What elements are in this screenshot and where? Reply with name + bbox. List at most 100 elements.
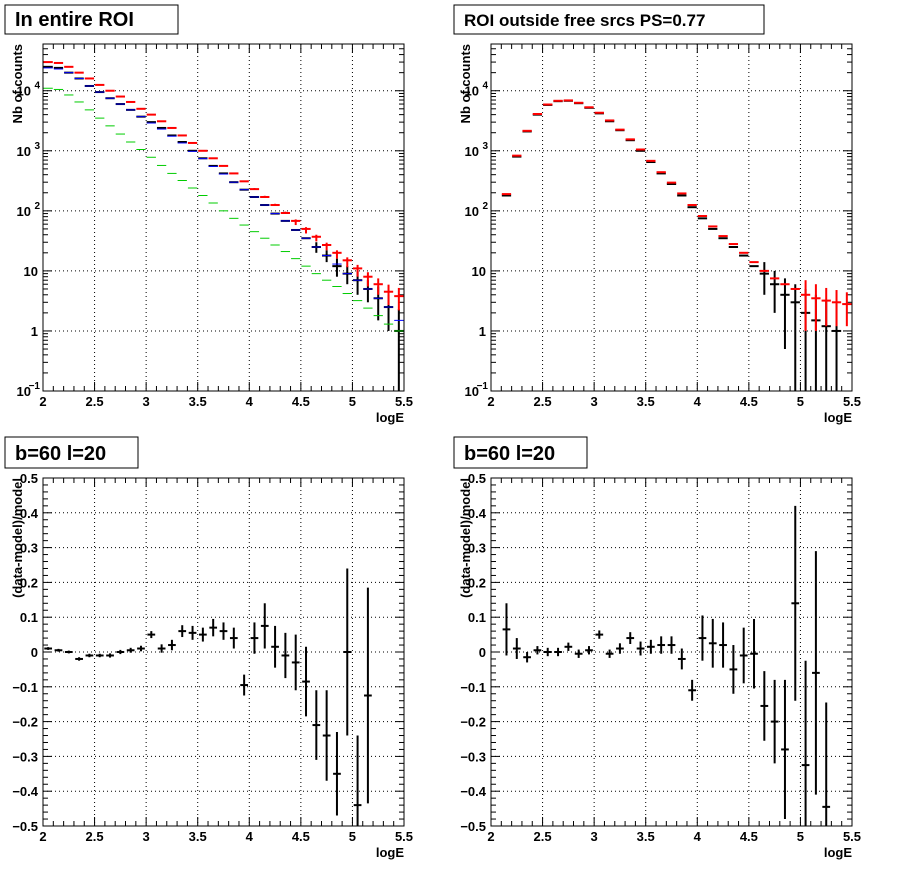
x-tick-label: 2.5 bbox=[86, 829, 104, 844]
title-box bbox=[4, 4, 179, 35]
y-tick-label: 10 bbox=[465, 204, 479, 219]
x-tick-label: 5.5 bbox=[843, 394, 861, 409]
y-axis-label: Nb of counts bbox=[458, 44, 473, 123]
y-tick-label: −0.1 bbox=[12, 680, 38, 695]
y-tick-label: −0.3 bbox=[460, 749, 486, 764]
y-tick-label: −0.2 bbox=[460, 715, 486, 730]
x-tick-label: 2.5 bbox=[534, 394, 552, 409]
chart-panel-3: 2 2.5 3 3.5 4 4.5 5 5.5 −0.5 −0.4 −0.3 −0.2 −0.1 0 0.1… bbox=[4, 436, 413, 860]
x-tick-label: 3.5 bbox=[637, 829, 655, 844]
y-tick-exponent: 2 bbox=[34, 201, 40, 212]
y-tick-label: 0.2 bbox=[20, 575, 38, 590]
x-tick-label: 5 bbox=[797, 829, 804, 844]
y-tick-label: −0.1 bbox=[460, 680, 486, 695]
y-axis-label: (data-model)/model bbox=[458, 478, 473, 598]
y-tick-label: 10 bbox=[17, 144, 31, 159]
y-tick-label: 0.3 bbox=[20, 541, 38, 556]
x-tick-label: 2 bbox=[487, 829, 494, 844]
x-tick-label: 5.5 bbox=[395, 829, 413, 844]
series-1 bbox=[501, 99, 842, 391]
chart-title: b=60 l=20 bbox=[464, 443, 555, 465]
y-tick-exponent: 4 bbox=[482, 81, 488, 92]
x-tick-label: 3 bbox=[143, 394, 150, 409]
x-tick-label: 5 bbox=[797, 394, 804, 409]
chart-panel-4: 2 2.5 3 3.5 4 4.5 5 5.5 −0.5 −0.4 −0.3 −0.2 −0.1 0 0.1… bbox=[453, 436, 861, 860]
x-tick-label: 4.5 bbox=[292, 394, 310, 409]
series-4 bbox=[43, 61, 404, 311]
x-tick-label: 3 bbox=[591, 394, 598, 409]
y-tick-label: 0.4 bbox=[468, 506, 487, 521]
y-tick-label: 0.1 bbox=[468, 610, 486, 625]
x-tick-label: 3.5 bbox=[637, 394, 655, 409]
plot-frame bbox=[490, 477, 853, 827]
y-tick-exponent: 2 bbox=[482, 201, 488, 212]
plot-frame bbox=[42, 477, 405, 827]
x-tick-label: 4 bbox=[694, 394, 702, 409]
y-tick-label: 0.1 bbox=[20, 610, 38, 625]
series-1 bbox=[44, 568, 372, 826]
x-tick-label: 4.5 bbox=[292, 829, 310, 844]
chart-title: In entire ROI bbox=[15, 9, 134, 31]
x-tick-label: 4 bbox=[694, 829, 702, 844]
y-tick-label: −0.5 bbox=[460, 819, 486, 834]
y-tick-exponent: −1 bbox=[29, 381, 41, 392]
x-tick-label: 3.5 bbox=[189, 394, 207, 409]
y-tick-label: 10 bbox=[24, 264, 38, 279]
x-tick-label: 2 bbox=[39, 394, 46, 409]
title-box bbox=[453, 4, 765, 35]
series-1 bbox=[502, 505, 831, 826]
x-tick-label: 5.5 bbox=[395, 394, 413, 409]
series-3 bbox=[43, 87, 404, 332]
y-tick-label: −0.2 bbox=[12, 715, 38, 730]
title-box bbox=[453, 436, 588, 469]
y-tick-label: 10 bbox=[17, 84, 31, 99]
x-tick-label: 2.5 bbox=[534, 829, 552, 844]
y-tick-label: −0.3 bbox=[12, 749, 38, 764]
x-tick-label: 4.5 bbox=[740, 829, 758, 844]
x-axis-label: logE bbox=[376, 410, 404, 425]
y-tick-exponent: −1 bbox=[477, 381, 489, 392]
x-tick-label: 5 bbox=[349, 829, 356, 844]
x-tick-label: 2 bbox=[39, 829, 46, 844]
y-tick-label: 10 bbox=[17, 384, 31, 399]
y-tick-label: 0.4 bbox=[20, 506, 39, 521]
y-tick-label: −0.4 bbox=[12, 784, 38, 799]
x-axis-label: logE bbox=[824, 410, 852, 425]
y-tick-label: 10 bbox=[472, 264, 486, 279]
x-tick-label: 3.5 bbox=[189, 829, 207, 844]
y-tick-label: 1 bbox=[31, 324, 38, 339]
plot-frame bbox=[42, 43, 405, 392]
chart-title: b=60 l=20 bbox=[15, 443, 106, 465]
series-2 bbox=[501, 99, 852, 331]
x-axis-label: logE bbox=[824, 845, 852, 860]
y-tick-label: 0.2 bbox=[468, 575, 486, 590]
x-axis-label: logE bbox=[376, 845, 404, 860]
y-tick-exponent: 4 bbox=[34, 81, 40, 92]
y-tick-label: 10 bbox=[465, 144, 479, 159]
y-tick-label: 0 bbox=[479, 645, 486, 660]
y-tick-label: 0.3 bbox=[468, 541, 486, 556]
plot-frame bbox=[490, 43, 853, 392]
y-tick-label: 10 bbox=[17, 204, 31, 219]
x-tick-label: 3 bbox=[143, 829, 150, 844]
y-tick-label: 0.5 bbox=[468, 471, 486, 486]
y-tick-label: 1 bbox=[479, 324, 486, 339]
y-axis-label: Nb of counts bbox=[10, 44, 25, 123]
x-tick-label: 4.5 bbox=[740, 394, 758, 409]
y-tick-label: 0 bbox=[31, 645, 38, 660]
x-tick-label: 4 bbox=[246, 829, 254, 844]
chart-title: ROI outside free srcs PS=0.77 bbox=[464, 11, 705, 30]
y-tick-label: −0.4 bbox=[460, 784, 486, 799]
y-tick-label: 10 bbox=[465, 384, 479, 399]
y-tick-label: −0.5 bbox=[12, 819, 38, 834]
series-1 bbox=[43, 65, 404, 391]
x-tick-label: 2 bbox=[487, 394, 494, 409]
series-2 bbox=[43, 67, 404, 321]
x-tick-label: 5 bbox=[349, 394, 356, 409]
title-box bbox=[4, 436, 139, 469]
y-tick-label: 10 bbox=[465, 84, 479, 99]
